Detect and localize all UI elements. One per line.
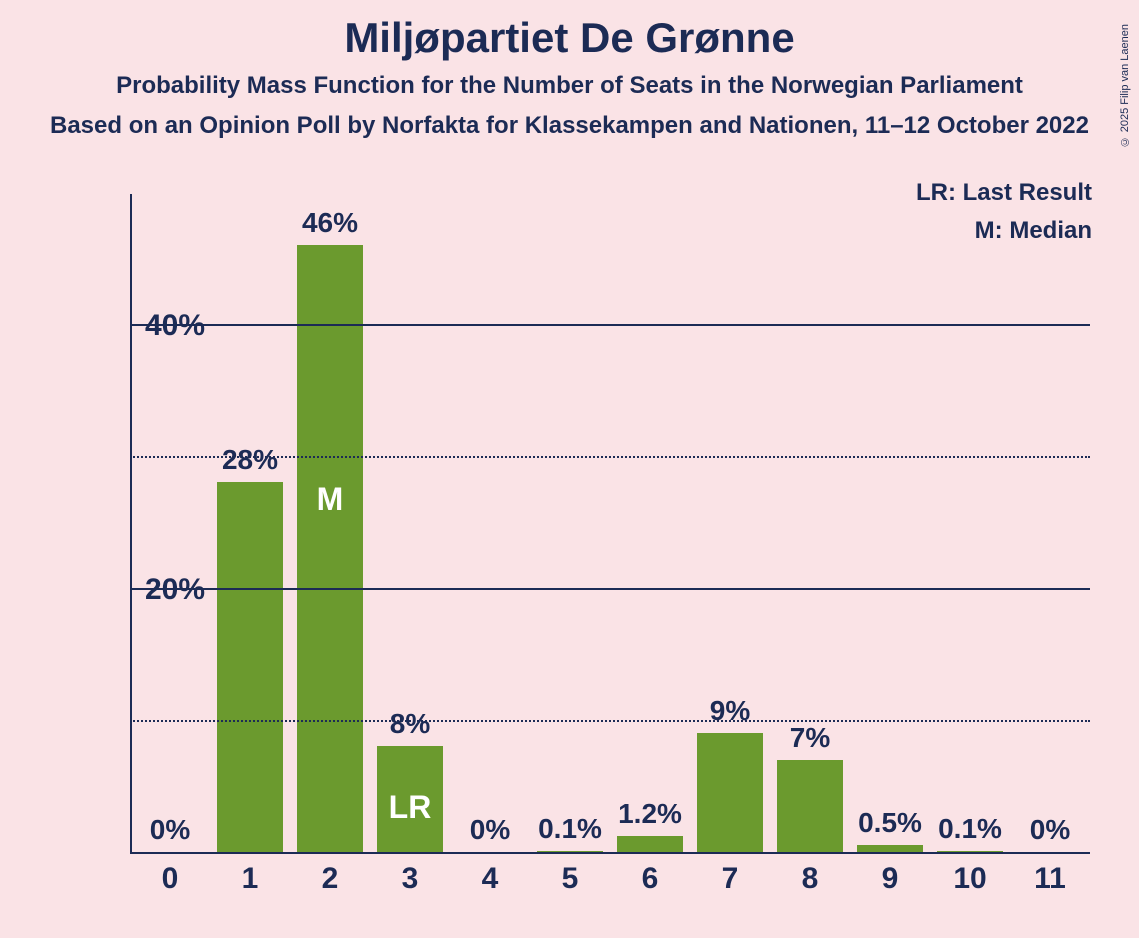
value-label: 0.1%	[938, 813, 1002, 845]
value-label: 0%	[1030, 814, 1070, 846]
bar	[217, 482, 283, 852]
value-label: 9%	[710, 695, 750, 727]
bar	[777, 760, 843, 852]
x-tick-label: 5	[562, 862, 579, 896]
y-tick-label: 20%	[105, 573, 205, 607]
bar	[297, 245, 363, 852]
gridline-minor	[130, 456, 1090, 458]
x-tick-label: 6	[642, 862, 659, 896]
x-tick-label: 10	[953, 862, 986, 896]
bar	[537, 851, 603, 852]
x-tick-label: 4	[482, 862, 499, 896]
value-label: 8%	[390, 708, 430, 740]
value-label: 0%	[150, 814, 190, 846]
y-tick-label: 40%	[105, 309, 205, 343]
gridline-minor	[130, 720, 1090, 722]
value-label: 0.5%	[858, 807, 922, 839]
x-tick-label: 9	[882, 862, 899, 896]
value-label: 7%	[790, 722, 830, 754]
x-tick-label: 7	[722, 862, 739, 896]
x-tick-label: 1	[242, 862, 259, 896]
value-label: 0%	[470, 814, 510, 846]
copyright-label: © 2025 Filip van Laenen	[1119, 24, 1131, 147]
bar	[857, 845, 923, 852]
x-tick-label: 2	[322, 862, 339, 896]
chart-area: LR: Last Result M: Median 0%28%46%8%0%0.…	[40, 174, 1110, 914]
x-tick-label: 11	[1034, 862, 1066, 896]
gridline-major	[130, 324, 1090, 326]
bar-annotation: M	[317, 481, 344, 518]
bars-container: 0% 28% 46% 8% 0% 0.1% 1.2% 9% 7% 0.5% 0.1% 0% M LR	[130, 194, 1090, 852]
x-axis	[130, 852, 1090, 854]
gridline-major	[130, 588, 1090, 590]
bar-annotation: LR	[389, 789, 432, 826]
x-tick-label: 3	[402, 862, 419, 896]
value-label: 28%	[222, 444, 278, 476]
chart-source: Based on an Opinion Poll by Norfakta for…	[0, 112, 1139, 140]
value-label: 0.1%	[538, 813, 602, 845]
value-label: 1.2%	[618, 798, 682, 830]
plot-area: 0%28%46%8%0%0.1%1.2%9%7%0.5%0.1%0%MLR 20…	[130, 194, 1090, 854]
value-label: 46%	[302, 207, 358, 239]
x-tick-label: 8	[802, 862, 819, 896]
bar	[617, 836, 683, 852]
x-tick-label: 0	[162, 862, 179, 896]
chart-title: Miljøpartiet De Grønne	[0, 14, 1139, 62]
bar	[697, 733, 763, 852]
bar	[937, 851, 1003, 852]
chart-subtitle: Probability Mass Function for the Number…	[0, 72, 1139, 100]
